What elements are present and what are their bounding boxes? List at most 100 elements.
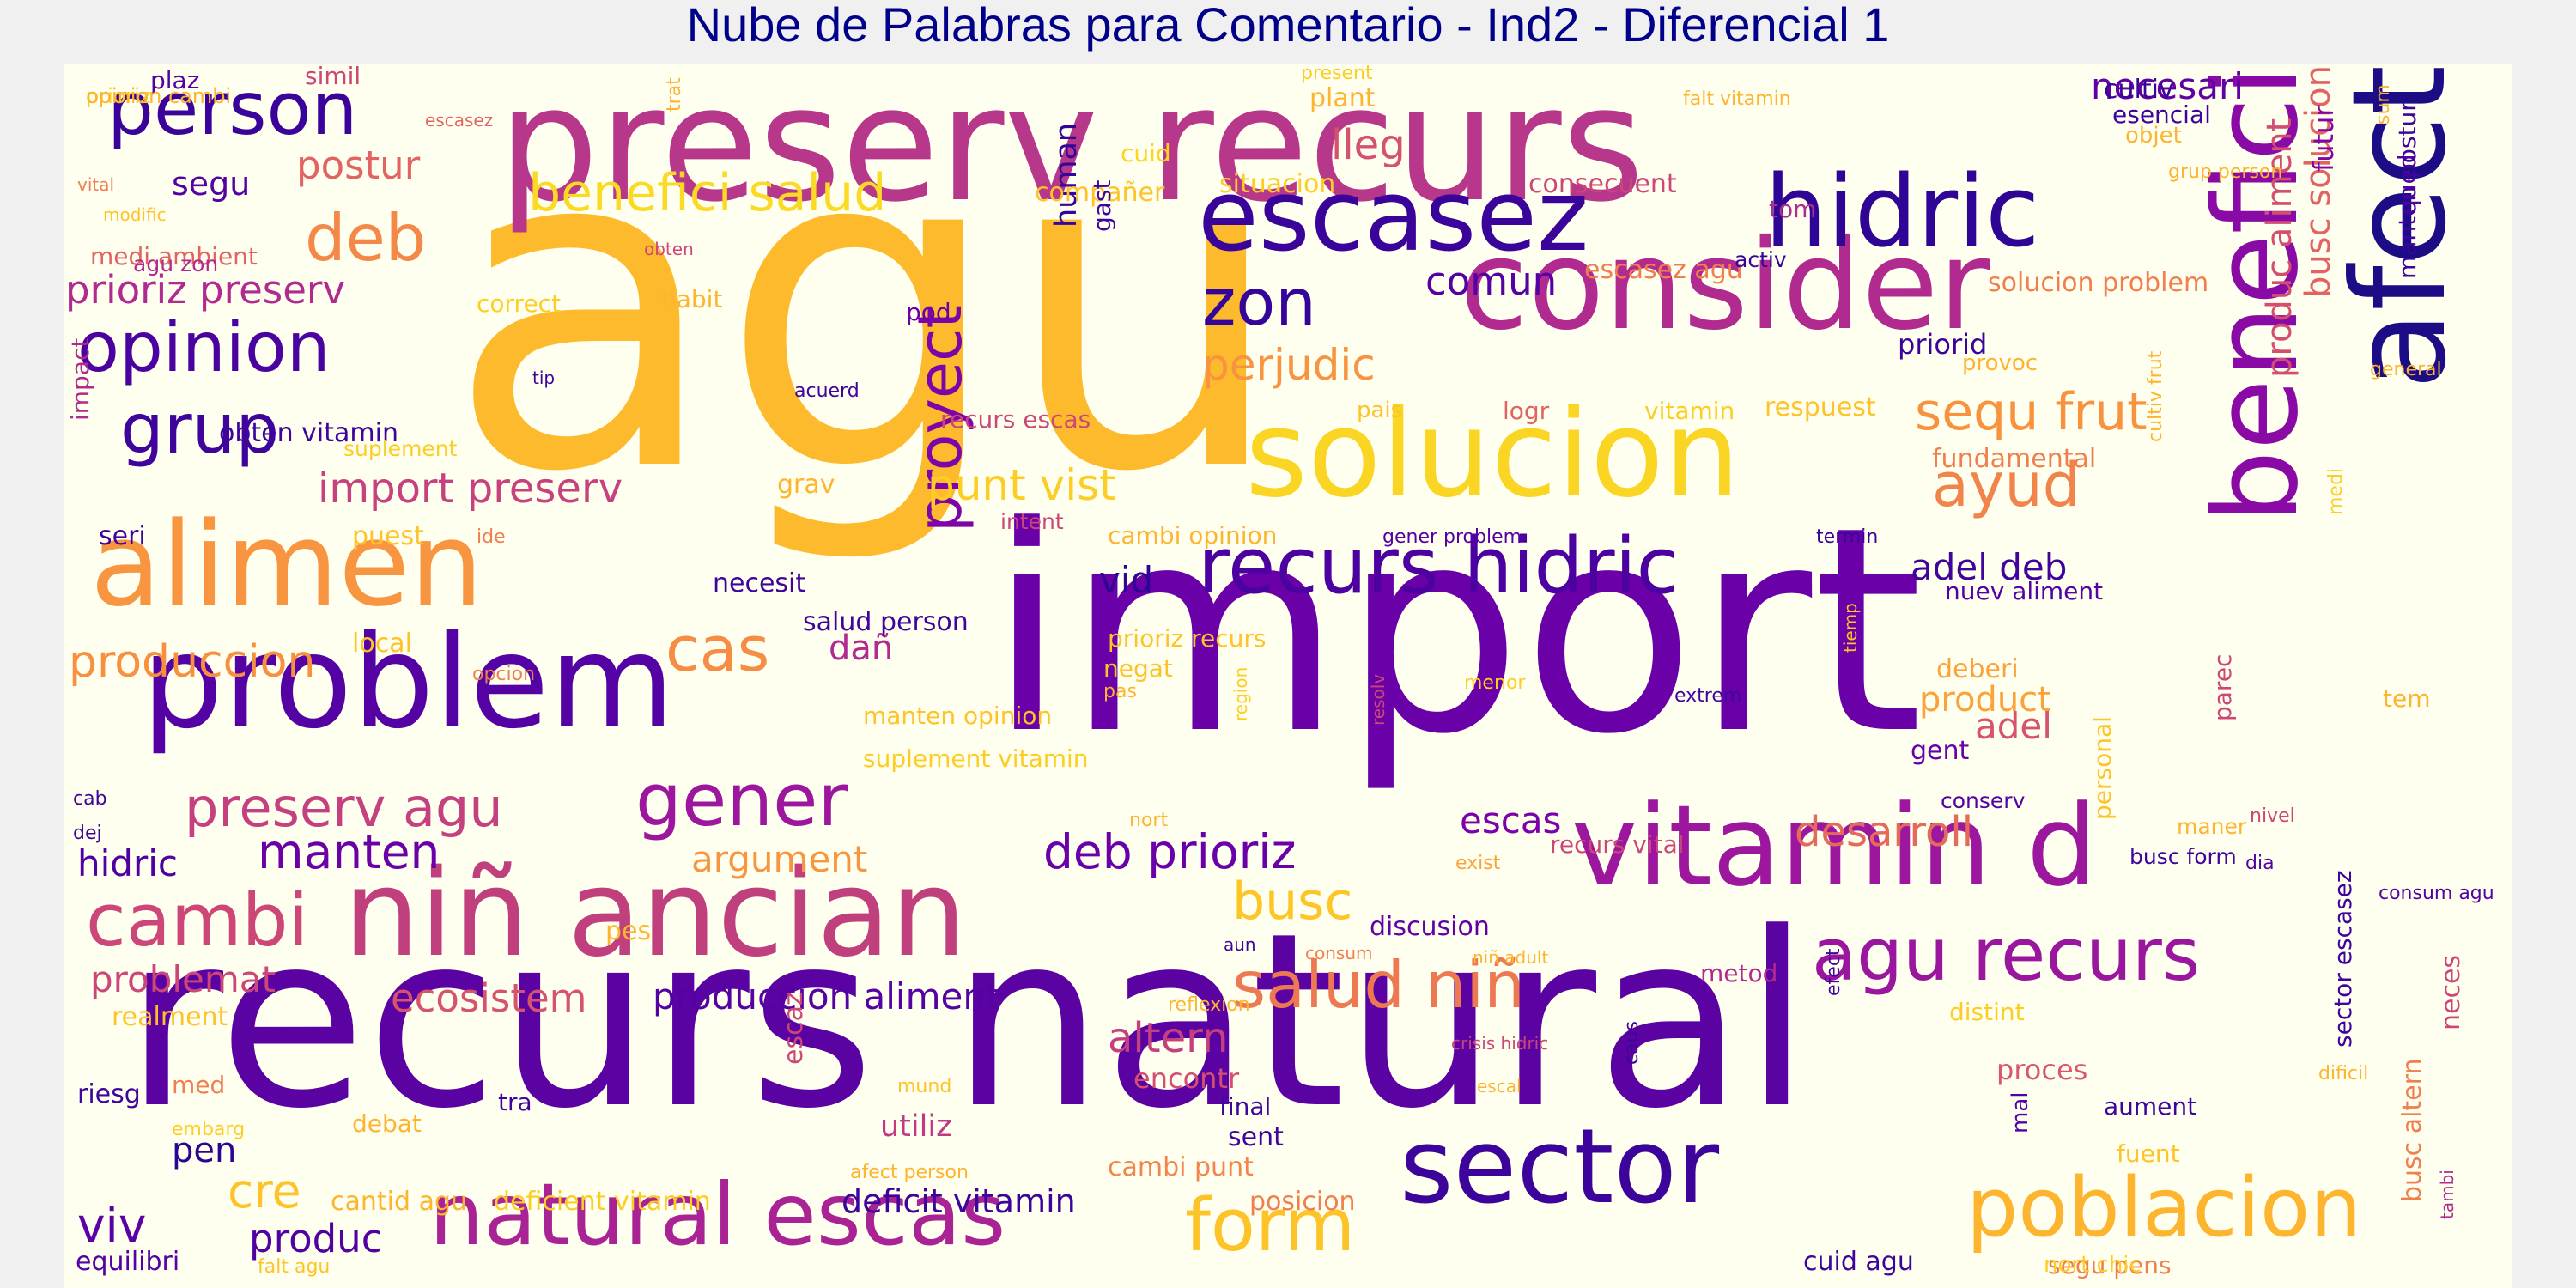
cloud-word: ayud (1932, 450, 2081, 520)
cloud-word: natural escas (429, 1164, 1006, 1265)
cloud-word: conserv (1941, 788, 2026, 813)
cloud-word: sent (1228, 1122, 1284, 1152)
cloud-word: dia (2245, 853, 2275, 874)
cloud-word: deberi (1936, 654, 2019, 684)
cloud-word: poblacion (1966, 1161, 2362, 1255)
cloud-word: acuerd (794, 380, 860, 402)
cloud-word: suplement (343, 436, 458, 461)
cloud-word: ecosistem (391, 975, 587, 1021)
cloud-word: afect person (850, 1162, 969, 1183)
cloud-word: deb prioriz (1043, 824, 1297, 879)
cloud-word: mund (897, 1076, 952, 1097)
cloud-word: plaz (150, 66, 200, 94)
cloud-word: logr (1503, 397, 1550, 425)
cloud-word: opcion (472, 664, 536, 685)
cloud-word: dañ (829, 629, 894, 668)
cloud-word: niñ ancian (343, 844, 967, 984)
cloud-word: parec (2208, 653, 2237, 721)
cloud-word: argument (691, 838, 868, 880)
cloud-word: modific (103, 204, 167, 225)
cloud-word: agu zon (133, 252, 219, 276)
cloud-word: reflexion (1168, 994, 1250, 1016)
cloud-word: benefici salud (528, 163, 887, 223)
cloud-word: consum agu (2379, 883, 2494, 904)
cloud-word: preserv recurs (498, 64, 1645, 237)
cloud-word: adel (1975, 705, 2052, 747)
cloud-word: busc solucion (2299, 65, 2338, 298)
cloud-word: encontr (1133, 1062, 1240, 1095)
cloud-word: medi ambient (90, 242, 258, 270)
cloud-word: tiemp (1840, 603, 1861, 653)
cloud-word: problemat (90, 958, 276, 1000)
cloud-word: cambi opinion (1108, 521, 1278, 550)
cloud-word: problem (142, 608, 675, 757)
cloud-word: pes (605, 916, 652, 946)
cloud-word: riesg (77, 1079, 141, 1109)
cloud-word: habit (661, 285, 723, 313)
cloud-word: adel deb (1911, 546, 2068, 588)
cloud-word: zon (1202, 264, 1316, 340)
cloud-word: metod (1700, 959, 1778, 987)
cloud-word: prioriz (86, 84, 151, 108)
cloud-word: situacion (1219, 169, 1336, 199)
cloud-word: consider (1460, 213, 1990, 358)
cloud-word: sector (1400, 1108, 1720, 1227)
cloud-word: busc (1232, 872, 1353, 932)
cloud-word: seri (99, 521, 146, 551)
cloud-word: human (1049, 122, 1084, 228)
cloud-word: trat (664, 77, 685, 112)
cloud-word: recurs hidric (1198, 521, 1680, 611)
cloud-word: crisis hidric (1451, 1033, 1549, 1054)
cloud-word: viv (77, 1198, 147, 1253)
cloud-word: comun (1425, 258, 1558, 304)
cloud-word: gent (1911, 736, 1970, 766)
cloud-word: lleg (1331, 121, 1406, 169)
cloud-word: aument (2104, 1092, 2197, 1121)
cloud-word: debat (352, 1109, 422, 1138)
cloud-word: falt vitamin (1683, 88, 1791, 110)
cloud-word: termin (1816, 526, 1879, 548)
cloud-word: form (1185, 1183, 1356, 1268)
cloud-word: escaz (779, 992, 809, 1065)
cloud-word: necesari (2091, 65, 2244, 107)
cloud-word: plant (1309, 83, 1376, 113)
cloud-word: escasez (1198, 159, 1589, 274)
cloud-word: esencial (2112, 100, 2211, 129)
cloud-word: recurs escas (940, 405, 1091, 434)
cloud-word: sector escasez (2329, 870, 2357, 1048)
cloud-word: nivel (2250, 805, 2295, 827)
cloud-word: objet (2125, 123, 2182, 149)
cloud-word: produccion (69, 636, 316, 688)
cloud-word: pen (172, 1131, 237, 1170)
cloud-word: utiliz (880, 1109, 952, 1144)
cloud-word: cultiv (2104, 75, 2174, 105)
cloud-word: deb (305, 200, 427, 276)
cloud-word: sequ frut (1915, 382, 2148, 442)
cloud-word: maner (2177, 814, 2247, 839)
cloud-word: embarg (172, 1119, 246, 1140)
cloud-word: perjudic (1202, 340, 1376, 390)
cloud-word: solucion problem (1988, 268, 2209, 298)
cloud-word: person (107, 67, 358, 152)
cloud-word: salud niñ (1232, 947, 1525, 1023)
cloud-word: intent (1000, 509, 1064, 534)
cloud-word: priorid (1898, 328, 1988, 361)
cloud-word: cuid agu (1803, 1247, 1914, 1277)
cloud-word: solucion (1245, 385, 1741, 525)
cloud-word: cantid agu (331, 1187, 468, 1217)
cloud-word: grup (120, 389, 280, 469)
cloud-word: preserv agu (185, 776, 503, 839)
cloud-word: compañer (1035, 178, 1165, 208)
cloud-word: escas (1460, 799, 1562, 841)
cloud-word: escal (1477, 1076, 1522, 1097)
cloud-word: obten (644, 239, 694, 259)
cloud-word: hidric (1765, 155, 2040, 270)
cloud-word: vital (77, 174, 115, 195)
cloud-word: obten vitamin (219, 418, 398, 448)
cloud-word: deficit vitamin (841, 1182, 1076, 1220)
cloud-word: correct (477, 289, 562, 318)
cloud-word: agu (447, 64, 1287, 569)
cloud-word: produc (249, 1216, 383, 1261)
cloud-word: dificil (2318, 1063, 2369, 1084)
cloud-word: respuest (1765, 392, 1876, 422)
